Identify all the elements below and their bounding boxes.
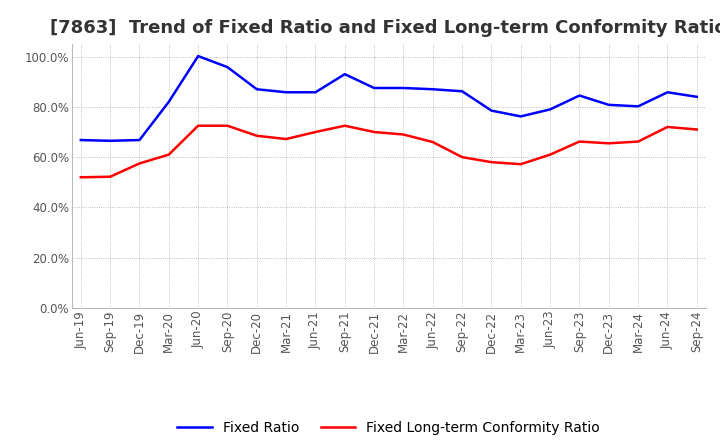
Fixed Long-term Conformity Ratio [253, 133, 261, 139]
Fixed Ratio [605, 102, 613, 107]
Fixed Ratio [164, 99, 173, 104]
Fixed Ratio [487, 108, 496, 113]
Fixed Long-term Conformity Ratio [311, 129, 320, 135]
Fixed Ratio [194, 53, 202, 59]
Fixed Long-term Conformity Ratio [634, 139, 642, 144]
Fixed Long-term Conformity Ratio [428, 139, 437, 145]
Fixed Long-term Conformity Ratio [164, 152, 173, 157]
Title: [7863]  Trend of Fixed Ratio and Fixed Long-term Conformity Ratio: [7863] Trend of Fixed Ratio and Fixed Lo… [50, 19, 720, 37]
Fixed Ratio [135, 137, 144, 143]
Fixed Ratio [341, 72, 349, 77]
Fixed Ratio [223, 65, 232, 70]
Fixed Ratio [76, 137, 85, 143]
Fixed Long-term Conformity Ratio [135, 161, 144, 166]
Fixed Ratio [546, 107, 554, 112]
Fixed Ratio [663, 90, 672, 95]
Fixed Long-term Conformity Ratio [399, 132, 408, 137]
Fixed Long-term Conformity Ratio [223, 123, 232, 128]
Line: Fixed Long-term Conformity Ratio: Fixed Long-term Conformity Ratio [81, 126, 697, 177]
Fixed Long-term Conformity Ratio [663, 125, 672, 130]
Fixed Ratio [311, 90, 320, 95]
Fixed Ratio [458, 88, 467, 94]
Fixed Long-term Conformity Ratio [516, 161, 525, 167]
Fixed Long-term Conformity Ratio [76, 175, 85, 180]
Fixed Ratio [575, 93, 584, 98]
Fixed Long-term Conformity Ratio [106, 174, 114, 180]
Line: Fixed Ratio: Fixed Ratio [81, 56, 697, 141]
Fixed Long-term Conformity Ratio [605, 141, 613, 146]
Legend: Fixed Ratio, Fixed Long-term Conformity Ratio: Fixed Ratio, Fixed Long-term Conformity … [172, 415, 606, 440]
Fixed Long-term Conformity Ratio [194, 123, 202, 128]
Fixed Ratio [253, 87, 261, 92]
Fixed Ratio [634, 104, 642, 109]
Fixed Long-term Conformity Ratio [282, 136, 290, 142]
Fixed Ratio [428, 87, 437, 92]
Fixed Long-term Conformity Ratio [693, 127, 701, 132]
Fixed Long-term Conformity Ratio [458, 154, 467, 160]
Fixed Long-term Conformity Ratio [546, 152, 554, 157]
Fixed Ratio [399, 85, 408, 91]
Fixed Ratio [106, 138, 114, 143]
Fixed Long-term Conformity Ratio [370, 129, 379, 135]
Fixed Long-term Conformity Ratio [575, 139, 584, 144]
Fixed Long-term Conformity Ratio [341, 123, 349, 128]
Fixed Long-term Conformity Ratio [487, 160, 496, 165]
Fixed Ratio [516, 114, 525, 119]
Fixed Ratio [693, 94, 701, 99]
Fixed Ratio [370, 85, 379, 91]
Fixed Ratio [282, 90, 290, 95]
